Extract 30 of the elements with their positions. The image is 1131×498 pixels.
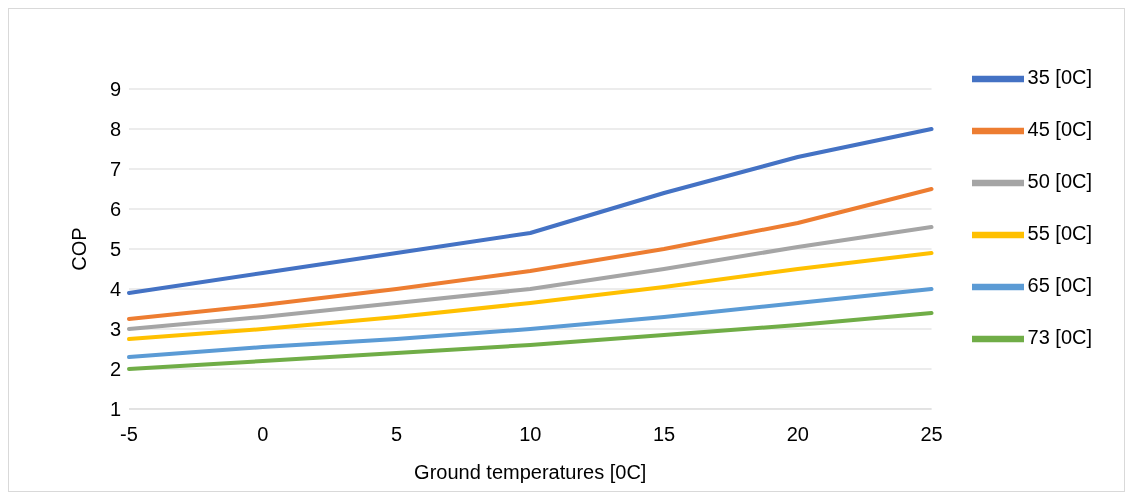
x-tick-label: 25 (920, 423, 943, 446)
line-series (127, 187, 934, 321)
x-tick-label: 5 (390, 423, 403, 446)
legend-label: 35 [0C] (1027, 66, 1092, 89)
legend-label: 65 [0C] (1027, 274, 1092, 297)
x-tick-label: -5 (120, 423, 138, 446)
y-tick-label: 4 (109, 278, 121, 301)
line-series (127, 127, 934, 295)
legend-label: 45 [0C] (1027, 118, 1092, 141)
x-tick-label: 10 (519, 423, 542, 446)
y-tick-label: 7 (109, 158, 121, 181)
x-tick-label: 0 (257, 423, 269, 446)
y-tick-label: 3 (109, 318, 121, 341)
line-series (127, 225, 934, 331)
y-tick-label: 5 (109, 238, 121, 261)
line-series (127, 251, 934, 341)
y-tick-label: 2 (109, 358, 121, 381)
y-tick-label: 9 (109, 78, 121, 101)
y-tick-label: 6 (109, 198, 121, 221)
x-axis-title: Ground temperatures [0C] (414, 461, 647, 483)
y-tick-label: 1 (109, 398, 121, 421)
line-series (127, 287, 934, 359)
x-tick-label: 20 (786, 423, 809, 446)
legend-label: 55 [0C] (1027, 222, 1092, 245)
legend-label: 73 [0C] (1027, 326, 1092, 349)
y-tick-label: 8 (109, 118, 121, 141)
legend-label: 50 [0C] (1027, 170, 1092, 193)
line-series (127, 311, 934, 371)
y-axis-title: COP (68, 227, 91, 271)
x-tick-label: 15 (652, 423, 676, 446)
